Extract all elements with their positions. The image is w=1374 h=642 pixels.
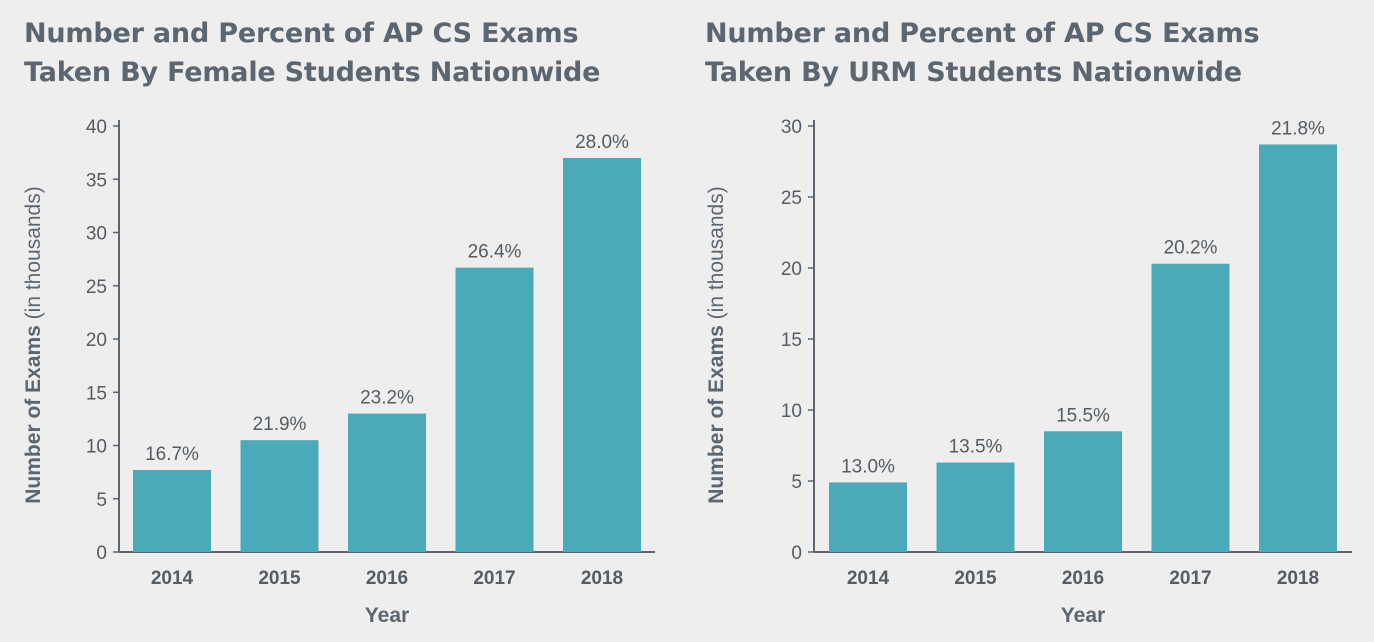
bar-2016	[348, 413, 426, 552]
y-tick-label: 25	[781, 188, 802, 209]
x-tick-label-2017: 2017	[473, 568, 515, 589]
data-label-2015: 21.9%	[253, 414, 307, 435]
y-tick-label: 35	[86, 170, 107, 191]
chart-title: Number and Percent of AP CS Exams Taken …	[24, 14, 600, 92]
y-axis-title: Number of Exams (in thousands)	[705, 186, 728, 503]
data-label-2016: 15.5%	[1056, 405, 1110, 426]
y-tick-label: 10	[781, 401, 802, 422]
data-label-2014: 16.7%	[145, 444, 199, 465]
y-tick-label: 25	[86, 277, 107, 298]
y-axis-title-main: Number of Exams	[22, 319, 45, 503]
x-tick-label-2018: 2018	[1277, 568, 1319, 589]
y-tick-label: 15	[781, 330, 802, 351]
x-tick-label-2014: 2014	[151, 568, 194, 589]
x-tick-label-2015: 2015	[954, 568, 997, 589]
data-label-2017: 20.2%	[1164, 238, 1218, 259]
y-axis-title-main: Number of Exams	[705, 319, 728, 503]
bar-2015	[240, 440, 319, 552]
x-tick-label-2016: 2016	[1062, 568, 1104, 589]
x-axis-title: Year	[1061, 604, 1105, 627]
bar-2018	[563, 157, 641, 552]
bar-2017	[1151, 263, 1230, 552]
x-tick-label-2017: 2017	[1169, 568, 1211, 589]
chart-title: Number and Percent of AP CS Exams Taken …	[705, 14, 1260, 92]
data-label-2018: 28.0%	[575, 132, 629, 153]
y-tick-label: 5	[96, 490, 107, 511]
chart-title-line-2: Taken By URM Students Nationwide	[705, 57, 1242, 88]
x-tick-label-2014: 2014	[847, 568, 890, 589]
x-tick-label-2018: 2018	[581, 568, 623, 589]
x-axis-title: Year	[365, 604, 409, 627]
bar-2018	[1259, 144, 1337, 552]
y-axis-title: Number of Exams (in thousands)	[22, 186, 45, 503]
y-tick-label: 40	[86, 117, 107, 138]
bar-2014	[829, 482, 907, 552]
y-axis-title-unit: (in thousands)	[22, 186, 45, 319]
y-tick-label: 5	[791, 472, 802, 493]
bar-chart-urm: 0 5 10 15 20 25 30 13.0% 2014 13.5% 2015 15.5% 2016 2…	[705, 117, 1352, 627]
chart-panel-female: Number and Percent of AP CS Exams Taken …	[22, 14, 655, 627]
y-tick-label: 30	[781, 117, 802, 138]
chart-panel-urm: Number and Percent of AP CS Exams Taken …	[687, 0, 1374, 642]
bar-2016	[1044, 431, 1122, 552]
y-tick-label: 0	[791, 543, 802, 564]
data-label-2015: 13.5%	[949, 437, 1003, 458]
bar-chart-female: 0 5 10 15 20 25 30 35 40 16.7% 2014 21.9% 2015 23.2% 2…	[22, 117, 655, 627]
y-tick-label: 20	[86, 330, 107, 351]
data-label-2014: 13.0%	[841, 456, 895, 477]
x-tick-label-2015: 2015	[258, 568, 301, 589]
bar-2014	[133, 469, 211, 552]
x-tick-label-2016: 2016	[366, 568, 408, 589]
data-label-2017: 26.4%	[468, 242, 522, 263]
bar-2015	[936, 462, 1015, 552]
bar-2017	[455, 267, 534, 552]
y-tick-label: 15	[86, 383, 107, 404]
data-label-2018: 21.8%	[1271, 118, 1325, 139]
data-label-2016: 23.2%	[360, 388, 414, 409]
chart-title-line-2: Taken By Female Students Nationwide	[24, 57, 601, 88]
y-tick-label: 20	[781, 259, 802, 280]
y-tick-label: 0	[96, 543, 107, 564]
chart-title-line-1: Number and Percent of AP CS Exams	[24, 18, 579, 49]
chart-title-line-1: Number and Percent of AP CS Exams	[705, 18, 1260, 49]
y-tick-label: 30	[86, 224, 107, 245]
y-axis-title-unit: (in thousands)	[705, 186, 728, 319]
y-tick-label: 10	[86, 437, 107, 458]
